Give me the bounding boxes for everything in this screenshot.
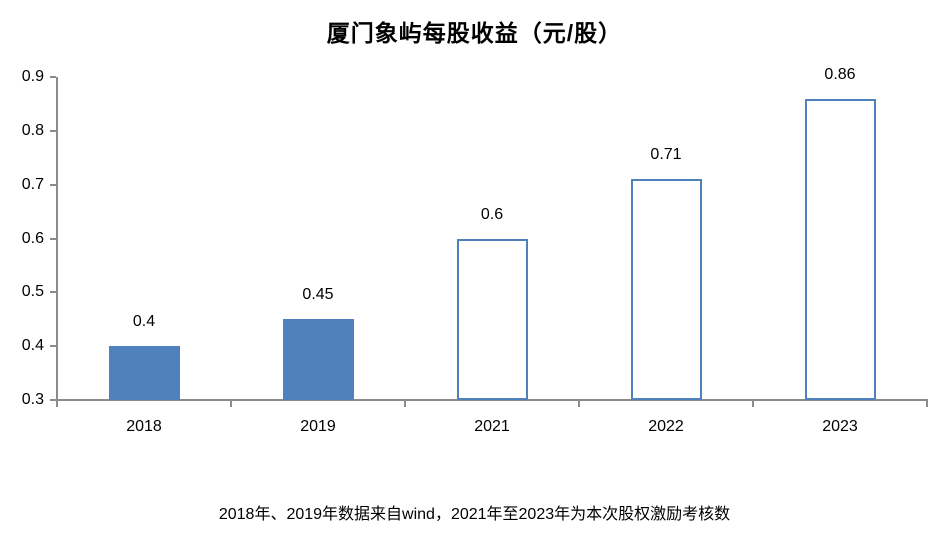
y-axis-tick: [50, 76, 56, 78]
bar-2021: [456, 238, 528, 400]
y-tick-label: 0.4: [21, 337, 44, 355]
y-axis-tick: [50, 399, 56, 401]
x-tick-label: 2023: [822, 418, 858, 435]
x-axis-tick: [752, 401, 754, 407]
x-axis-line: [56, 399, 928, 401]
x-axis-tick: [230, 401, 232, 407]
y-tick-label: 0.7: [21, 175, 44, 193]
x-axis-tick: [56, 401, 58, 407]
y-axis-tick: [50, 345, 56, 348]
chart-title: 厦门象屿每股收益（元/股）: [326, 20, 623, 46]
x-tick-label: 2019: [300, 418, 336, 435]
x-axis-tick: [578, 401, 580, 407]
y-axis-tick: [50, 129, 56, 132]
x-tick-label: 2022: [648, 418, 684, 435]
y-tick-label: 0.9: [21, 68, 44, 85]
bar-data-label: 0.86: [824, 65, 856, 83]
y-tick-label: 0.8: [21, 121, 44, 139]
bar-2023: [804, 98, 876, 400]
y-axis-tick: [50, 291, 56, 294]
x-tick-label: 2021: [474, 418, 510, 435]
y-tick-label: 0.3: [21, 391, 44, 408]
x-axis-tick: [404, 401, 406, 407]
footnote: 2018年、2019年数据来自wind，2021年至2023年为本次股权激励考核…: [218, 506, 731, 523]
bar-data-label: 0.6: [480, 205, 504, 223]
bar-data-label: 0.4: [132, 313, 156, 331]
y-tick-label: 0.5: [21, 283, 44, 301]
bar-2018: [108, 346, 180, 400]
x-tick-label: 2018: [126, 418, 162, 435]
y-tick-label: 0.6: [21, 229, 44, 247]
x-axis-tick: [926, 401, 928, 407]
y-axis-tick: [50, 237, 56, 240]
bar-data-label: 0.45: [302, 286, 334, 304]
bar-2019: [282, 319, 354, 400]
y-axis-tick: [50, 183, 56, 186]
bar-2022: [630, 179, 702, 400]
bar-data-label: 0.71: [650, 146, 682, 164]
y-axis-line: [56, 77, 58, 401]
